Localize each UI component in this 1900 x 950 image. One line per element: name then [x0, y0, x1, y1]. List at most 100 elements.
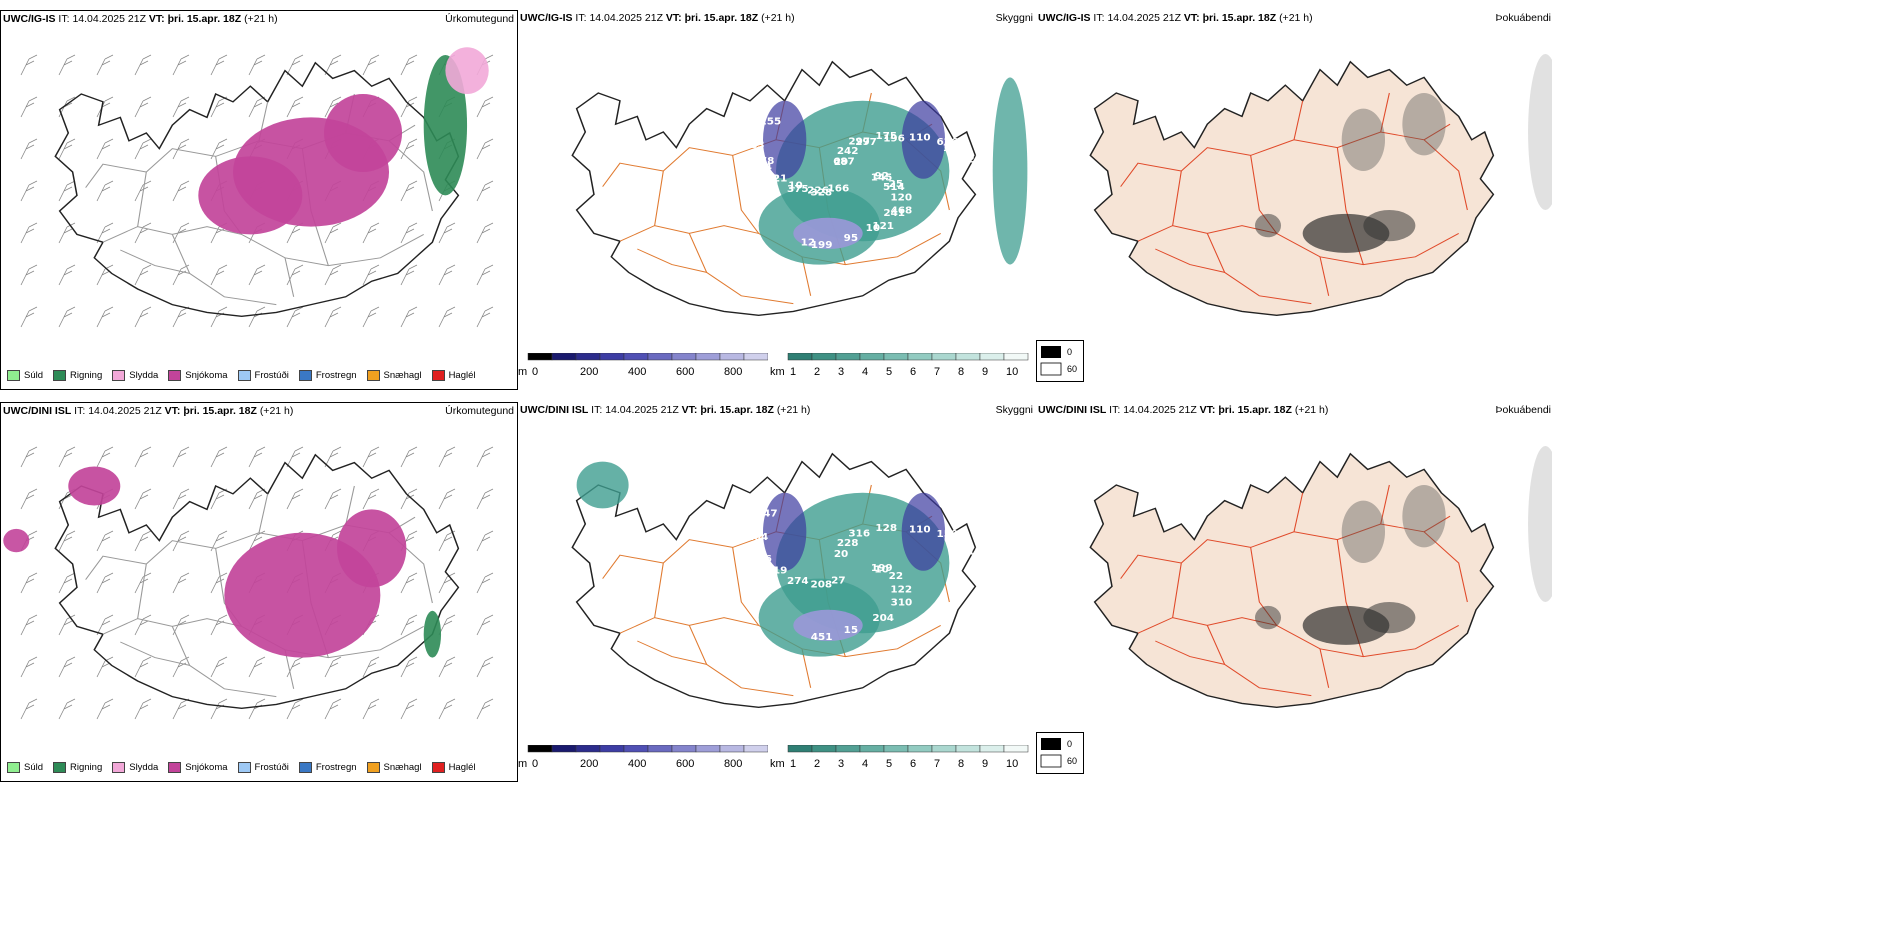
fog-area: [1341, 108, 1386, 171]
fog-area: [1341, 500, 1386, 563]
visibility-value-label: 468: [891, 206, 913, 216]
fog-map: [1089, 446, 1552, 708]
visibility-value-label: 110: [909, 133, 931, 143]
legend-label: Súld: [24, 370, 44, 381]
visibility-value-label: 145: [871, 173, 893, 183]
vt-label: VT:: [665, 12, 682, 24]
fog-legend-tick: 0: [1067, 739, 1072, 749]
colorbar-segment: [1003, 352, 1029, 361]
it-label: IT:: [74, 405, 86, 417]
panel-header: UWC/DINI ISL IT: 14.04.2025 21Z VT: þri.…: [3, 405, 293, 417]
visibility-value-label: 228: [837, 539, 859, 549]
very-low-visibility-area: [762, 492, 807, 571]
fog-area: [1363, 210, 1416, 242]
sleet-area: [445, 47, 489, 94]
snow-area: [324, 94, 403, 172]
colorbar-segment: [695, 744, 721, 753]
legend-item: Haglél: [431, 762, 476, 773]
visibility-value-label: 219: [766, 566, 788, 576]
fog-area: [1528, 54, 1552, 210]
visibility-value-label: 253: [967, 155, 989, 165]
colorbar-segment: [647, 352, 673, 361]
colorbar-segment: [527, 352, 553, 361]
panel-header: UWC/DINI ISL IT: 14.04.2025 21Z VT: þri.…: [520, 404, 810, 416]
model-name: UWC/IG-IS: [1038, 12, 1091, 24]
colorbar-segment: [835, 352, 861, 361]
it-label: IT:: [58, 13, 70, 25]
very-low-visibility-area: [793, 609, 863, 641]
fog-area: [1402, 485, 1446, 548]
vt-label: VT:: [148, 13, 165, 25]
colorbar-tick: 2: [814, 366, 820, 378]
legend-item: Snjókoma: [168, 762, 228, 773]
visibility-value-label: 328: [810, 188, 832, 198]
precip-type-panel: UWC/DINI ISL IT: 14.04.2025 21Z VT: þri.…: [0, 402, 518, 782]
rain-area: [423, 610, 442, 658]
low-visibility-area: [576, 461, 629, 509]
lead-time: (+21 h): [1294, 404, 1329, 416]
valid-time: þri. 15.apr. 18Z: [700, 404, 774, 416]
fog-legend-tick: 60: [1067, 364, 1077, 374]
colorbar-segment: [575, 352, 601, 361]
legend-item: Frostúði: [237, 370, 289, 381]
colorbar-tick: 600: [676, 758, 694, 770]
panel-title: Þokuábendi: [1495, 404, 1551, 416]
lead-time: (+21 h): [761, 12, 795, 24]
visibility-value-label: 10: [866, 223, 881, 233]
it-label: IT:: [1093, 12, 1105, 24]
fog-legend-swatch: [1041, 346, 1061, 358]
model-name: UWC/IG-IS: [520, 12, 573, 24]
legend-swatch: [366, 370, 380, 381]
visibility-value-label: 204: [872, 614, 894, 624]
precip-type-panel: UWC/IG-IS IT: 14.04.2025 21Z VT: þri. 15…: [0, 10, 518, 390]
it-label: IT:: [1109, 404, 1121, 416]
colorbar-tick: 0: [532, 366, 538, 378]
colorbar-tick: 6: [910, 366, 916, 378]
visibility-colorbar: km 1 2 3 4 5 6 7 8 9 10: [770, 744, 1034, 771]
visibility-value-label: 83: [750, 141, 765, 151]
low-visibility-area: [992, 77, 1028, 265]
visibility-value-label: 10: [874, 565, 889, 575]
visibility-value-label: 121: [872, 222, 894, 232]
height-colorbar: m02004006008001000: [518, 744, 796, 771]
visibility-value-label: 175: [875, 131, 897, 141]
very-low-visibility-area: [901, 492, 946, 571]
snow-area: [3, 528, 30, 553]
visibility-value-label: 242: [837, 147, 859, 157]
init-time: 14.04.2025 21Z: [1107, 12, 1181, 24]
colorbar-segment: [599, 744, 625, 753]
colorbar-tick: 200: [580, 758, 598, 770]
visibility-value-label: 316: [750, 554, 772, 564]
legend-swatch: [53, 370, 67, 381]
visibility-panel: UWC/DINI ISL IT: 14.04.2025 21Z VT: þri.…: [518, 402, 1036, 782]
visibility-value-label: 115: [943, 144, 965, 154]
init-time: 14.04.2025 21Z: [605, 404, 679, 416]
colorbar-tick: 400: [628, 366, 646, 378]
colorbar-tick: 7: [934, 758, 940, 770]
precip-map: [20, 47, 494, 328]
colorbar-segment: [787, 744, 813, 753]
fog-legend-swatch: [1040, 362, 1062, 376]
colorbar-segment: [719, 352, 745, 361]
model-name: UWC/DINI ISL: [3, 405, 72, 417]
fog-area: [1528, 446, 1552, 602]
colorbar-segment: [835, 744, 861, 753]
fog-legend-swatch: [1041, 738, 1061, 750]
colorbar-segment: [743, 352, 769, 361]
snow-area: [337, 509, 407, 588]
legend-item: Rigning: [53, 762, 102, 773]
iceland-outline: [571, 452, 977, 708]
colorbar-segment: [859, 352, 885, 361]
visibility-value-label: 316: [848, 529, 870, 539]
panel-title: Þokuábendi: [1495, 12, 1551, 24]
visibility-map: 199 208 316 310 316 159 451 20 22 274 128 204 164 136…: [571, 452, 989, 708]
legend-item: Frostúði: [237, 762, 289, 773]
legend-swatch: [112, 370, 126, 381]
colorbar-tick: 4: [862, 758, 868, 770]
colorbar-segment: [883, 744, 909, 753]
iceland-outline: [54, 61, 460, 317]
colorbar-tick: 4: [862, 366, 868, 378]
valid-time: þri. 15.apr. 18Z: [183, 405, 257, 417]
legend-label: Snæhagl: [383, 762, 422, 773]
visibility-value-label: 199: [871, 563, 893, 573]
